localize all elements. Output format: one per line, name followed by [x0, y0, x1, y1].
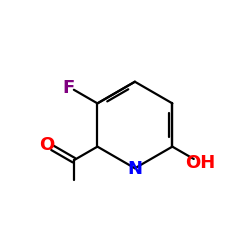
- Text: O: O: [40, 136, 55, 154]
- Text: OH: OH: [185, 154, 215, 172]
- Text: F: F: [62, 79, 74, 97]
- Text: N: N: [128, 160, 142, 178]
